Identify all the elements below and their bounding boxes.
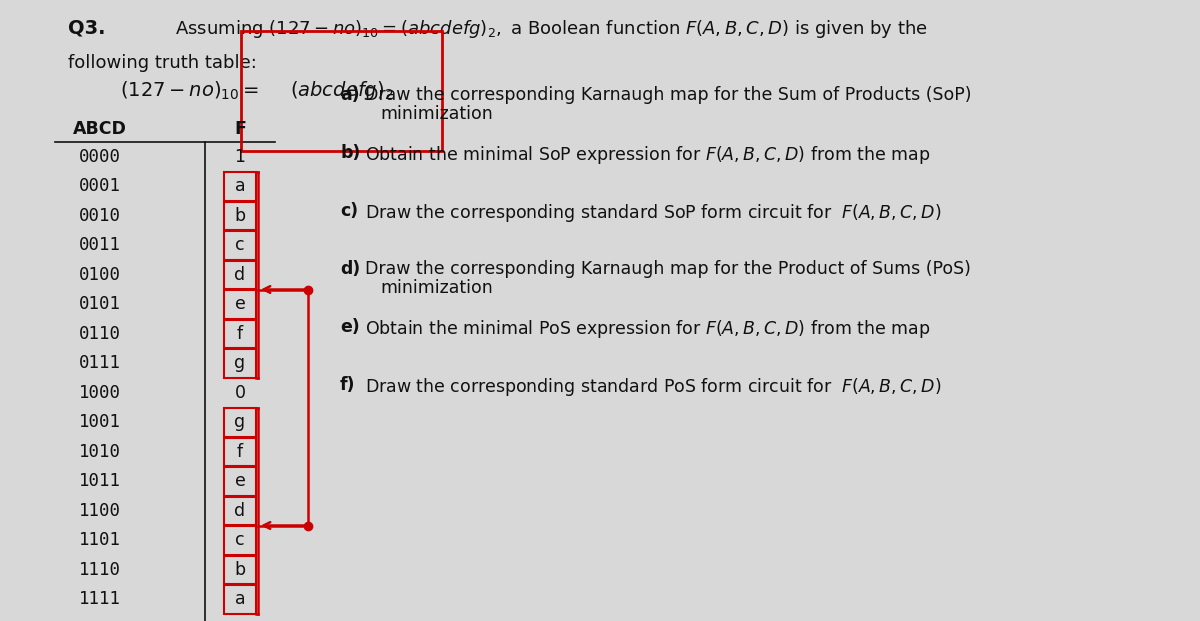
Text: b: b	[234, 207, 246, 225]
Text: Draw the corresponding Karnaugh map for the Sum of Products (SoP): Draw the corresponding Karnaugh map for …	[365, 86, 972, 104]
Text: Obtain the minimal PoS expression for $F(A,B,C,D)$ from the map: Obtain the minimal PoS expression for $F…	[365, 318, 930, 340]
Bar	[224, 349, 256, 378]
Text: 1010: 1010	[79, 443, 121, 461]
Text: 1: 1	[234, 148, 246, 166]
Text: F: F	[234, 120, 246, 138]
Text: 0110: 0110	[79, 325, 121, 343]
Bar	[224, 260, 256, 289]
Text: g: g	[234, 413, 246, 431]
Text: $(abcdefg)_2$: $(abcdefg)_2$	[290, 79, 394, 102]
Bar	[224, 526, 256, 555]
Text: minimization: minimization	[380, 105, 493, 123]
Text: 1000: 1000	[79, 384, 121, 402]
Text: 1111: 1111	[79, 590, 121, 608]
Text: Q3.: Q3.	[68, 18, 106, 37]
Text: ABCD: ABCD	[73, 120, 127, 138]
Text: f: f	[236, 325, 244, 343]
Text: 1011: 1011	[79, 472, 121, 490]
Text: 0011: 0011	[79, 236, 121, 254]
Text: e: e	[234, 295, 246, 313]
Bar	[224, 585, 256, 614]
Text: a: a	[235, 177, 245, 195]
Text: f): f)	[340, 376, 355, 394]
Text: b: b	[234, 561, 246, 579]
Bar	[224, 408, 256, 437]
Bar	[224, 556, 256, 584]
Text: Draw the corresponding standard SoP form circuit for  $F(A,B,C,D)$: Draw the corresponding standard SoP form…	[365, 202, 942, 224]
Text: g: g	[234, 354, 246, 372]
Bar	[224, 172, 256, 201]
Bar	[224, 467, 256, 496]
Text: 0101: 0101	[79, 295, 121, 313]
Text: c): c)	[340, 202, 358, 220]
Text: d: d	[234, 266, 246, 284]
Bar	[224, 201, 256, 230]
Text: Draw the corresponding Karnaugh map for the Product of Sums (PoS): Draw the corresponding Karnaugh map for …	[365, 260, 971, 278]
Text: f: f	[236, 443, 244, 461]
Text: c: c	[235, 531, 245, 549]
Text: d: d	[234, 502, 246, 520]
Text: 0111: 0111	[79, 354, 121, 372]
Text: a: a	[235, 590, 245, 608]
Text: following truth table:: following truth table:	[68, 54, 257, 72]
Text: 1001: 1001	[79, 413, 121, 431]
Text: 0100: 0100	[79, 266, 121, 284]
Text: Assuming $(127-no)_{10}=(abcdefg)_2,$ a Boolean function $F(A,B,C,D)$ is given b: Assuming $(127-no)_{10}=(abcdefg)_2,$ a …	[175, 18, 928, 40]
Text: 1101: 1101	[79, 531, 121, 549]
Text: Obtain the minimal SoP expression for $F(A,B,C,D)$ from the map: Obtain the minimal SoP expression for $F…	[365, 144, 930, 166]
Bar	[224, 497, 256, 525]
Text: Draw the corresponding standard PoS form circuit for  $F(A,B,C,D)$: Draw the corresponding standard PoS form…	[365, 376, 942, 398]
Text: 0001: 0001	[79, 177, 121, 195]
Text: 1110: 1110	[79, 561, 121, 579]
Bar	[224, 290, 256, 319]
Text: 0010: 0010	[79, 207, 121, 225]
Text: 0000: 0000	[79, 148, 121, 166]
Bar	[224, 231, 256, 260]
Text: e): e)	[340, 318, 360, 336]
Text: d): d)	[340, 260, 360, 278]
Text: b): b)	[340, 144, 360, 162]
Bar	[224, 438, 256, 466]
Text: 1100: 1100	[79, 502, 121, 520]
Text: $(127-no)_{10}=$: $(127-no)_{10}=$	[120, 80, 259, 102]
Text: e: e	[234, 472, 246, 490]
Text: minimization: minimization	[380, 279, 493, 297]
Text: 0: 0	[234, 384, 246, 402]
Text: c: c	[235, 236, 245, 254]
Text: a): a)	[340, 86, 360, 104]
Bar	[224, 319, 256, 348]
